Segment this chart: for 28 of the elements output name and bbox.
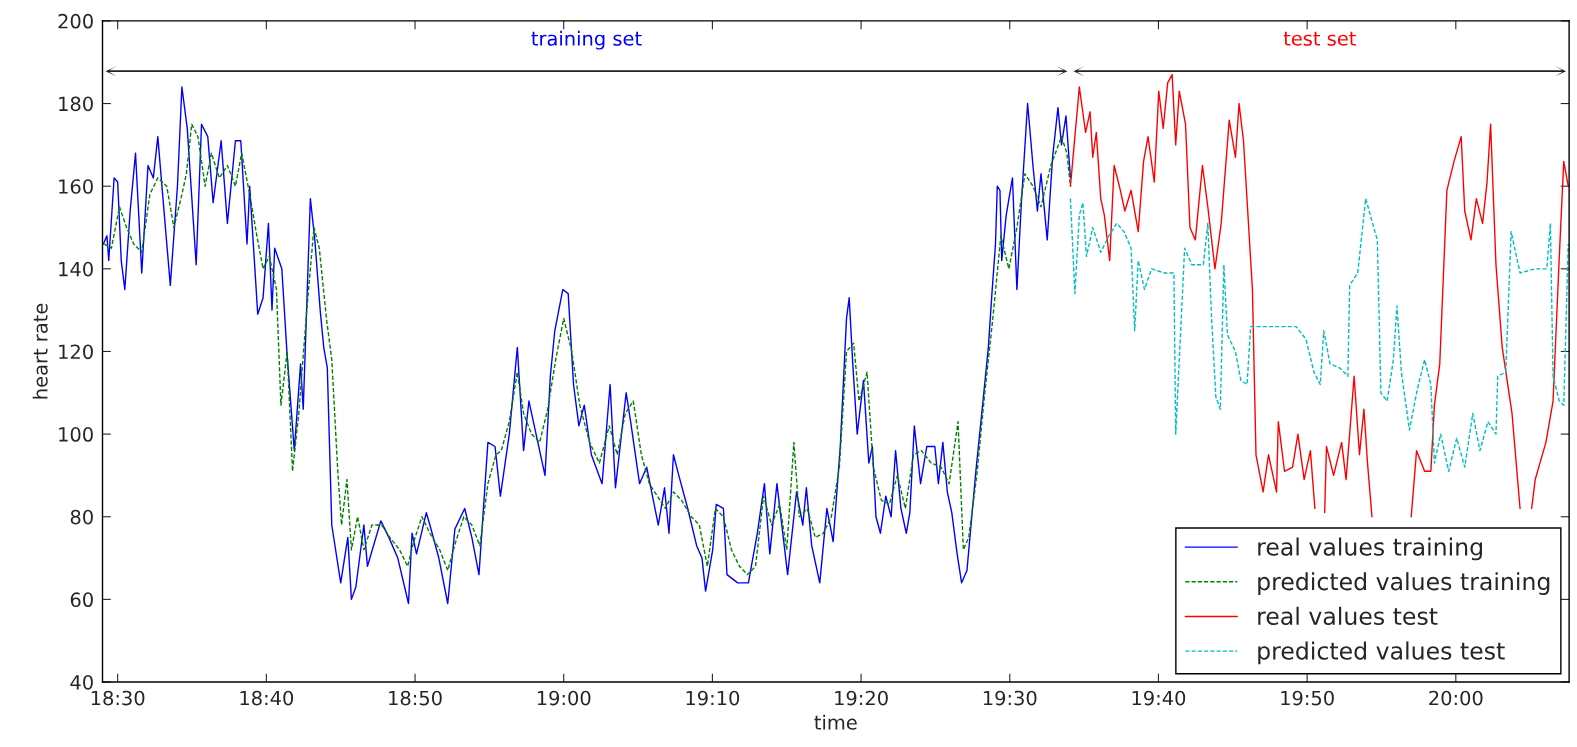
x-axis-title: time [814, 714, 857, 730]
x-tick-label: 19:40 [1132, 690, 1186, 706]
legend-label: predicted values test [1258, 641, 1505, 665]
x-tick-label: 18:30 [91, 690, 145, 706]
y-tick-label: 180 [59, 96, 93, 112]
x-tick-label: 19:00 [537, 690, 591, 706]
x-tick-label: 19:50 [1281, 690, 1334, 706]
annotation: training set [531, 30, 642, 50]
x-tick-label: 19:30 [983, 690, 1037, 706]
y-tick-label: 40 [70, 674, 93, 690]
y-tick-label: 200 [58, 13, 93, 29]
legend-label: real values test [1258, 606, 1438, 626]
y-axis-title: heart rate [32, 303, 48, 399]
annotation: test set [1283, 31, 1356, 46]
legend-label: real values training [1258, 537, 1482, 561]
y-tick-label: 60 [70, 592, 93, 608]
x-tick-label: 18:50 [389, 690, 442, 706]
y-tick-label: 140 [59, 261, 93, 277]
y-tick-label: 80 [70, 509, 93, 525]
x-tick-label: 20:00 [1429, 690, 1483, 706]
y-tick-label: 160 [59, 179, 93, 194]
line-series [1069, 197, 1569, 472]
x-tick-label: 18:40 [240, 690, 294, 706]
x-tick-label: 19:10 [686, 690, 740, 706]
y-tick-label: 100 [59, 427, 93, 442]
legend-label: predicted values training [1258, 572, 1550, 595]
x-tick-label: 19:20 [835, 690, 888, 706]
y-tick-label: 120 [59, 344, 93, 360]
